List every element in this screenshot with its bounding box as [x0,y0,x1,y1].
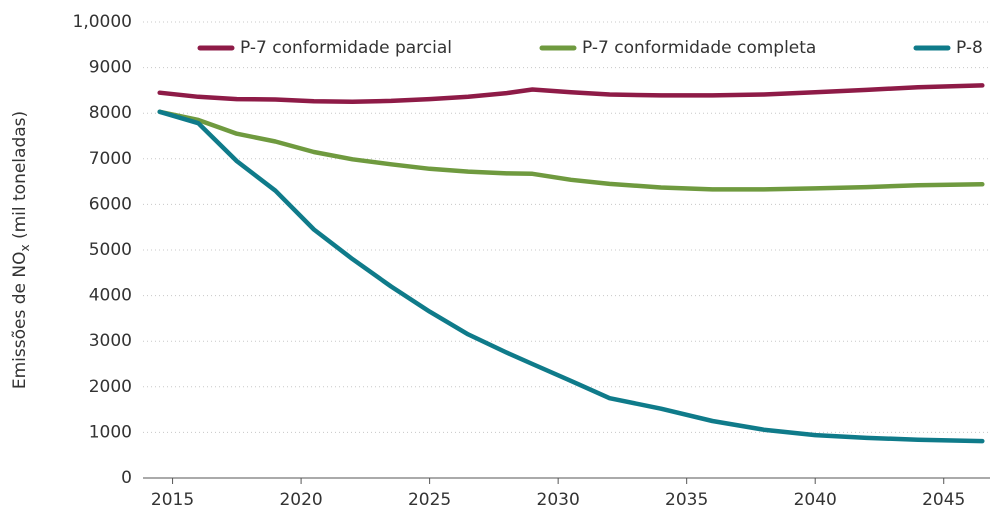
x-tick-label: 2045 [922,490,965,510]
y-tick-label: 2000 [89,377,132,397]
legend-label: P-7 conformidade completa [582,38,816,58]
x-tick-label: 2015 [151,490,194,510]
y-tick-label: 0 [121,468,132,488]
y-tick-label: 1000 [89,422,132,442]
legend-label: P-7 conformidade parcial [240,38,452,58]
y-tick-label: 7000 [89,149,132,169]
legend-label: P-8 [956,38,983,58]
y-tick-label: 8000 [89,103,132,123]
y-tick-label: 3000 [89,331,132,351]
x-tick-label: 2025 [408,490,451,510]
x-tick-label: 2020 [279,490,322,510]
series-line [157,109,985,192]
y-axis-label: Emissões de NOx (mil toneladas) [10,111,32,389]
y-tick-label: 9000 [89,58,132,78]
series-line [157,109,985,444]
x-tick-label: 2040 [794,490,837,510]
x-tick-label: 2035 [665,490,708,510]
series-line [157,83,985,105]
x-tick-label: 2030 [537,490,580,510]
y-tick-label: 5000 [89,240,132,260]
y-tick-label: 1,0000 [73,12,132,32]
y-tick-label: 6000 [89,194,132,214]
y-tick-label: 4000 [89,286,132,306]
